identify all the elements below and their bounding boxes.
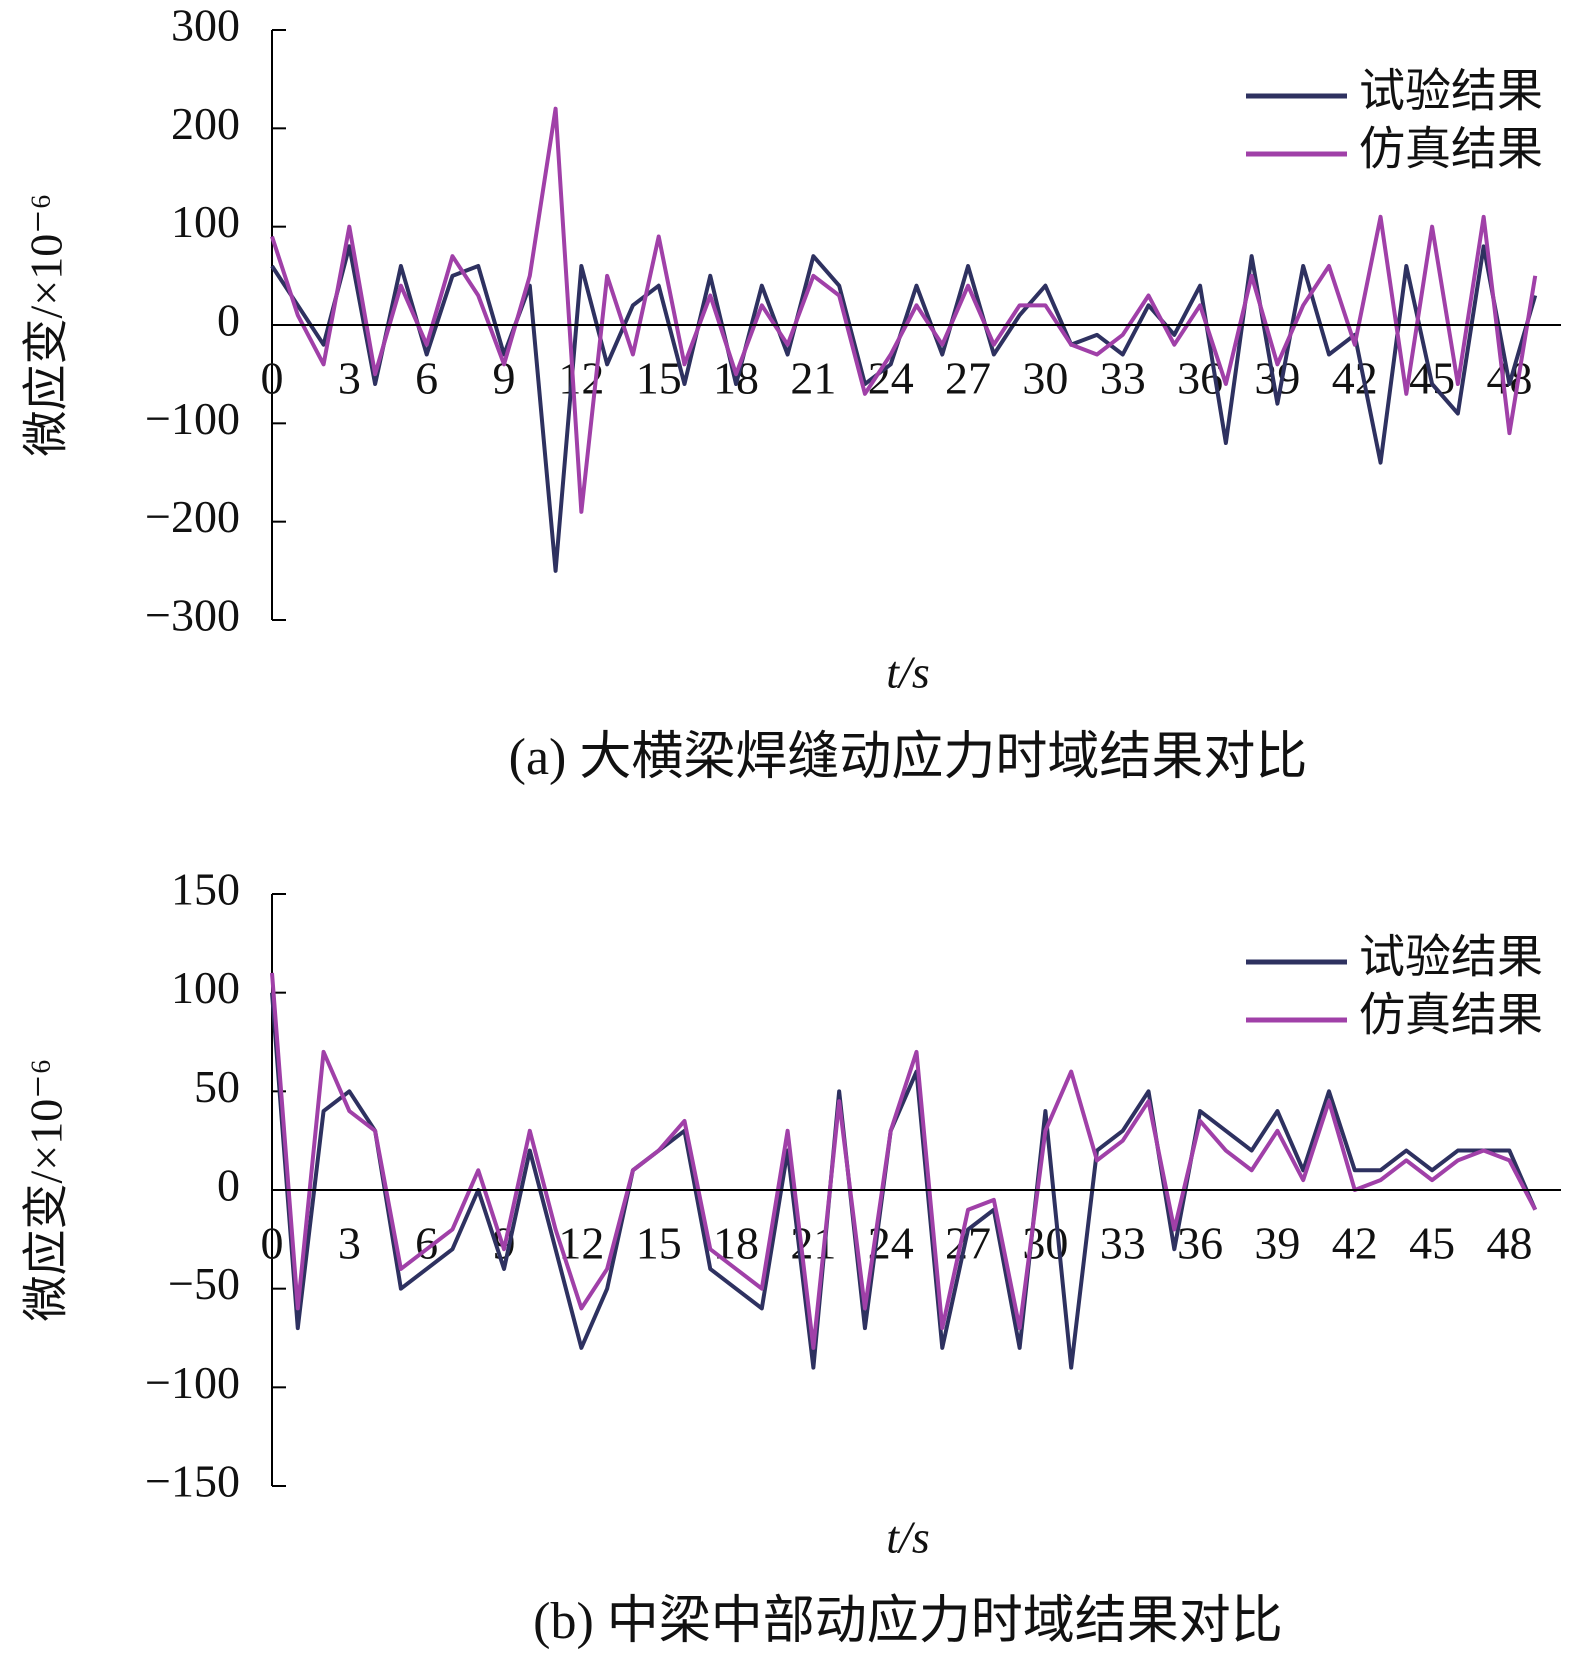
x-tick-label: 42 bbox=[1332, 353, 1378, 404]
x-tick-label: 6 bbox=[415, 353, 438, 404]
x-tick-label: 3 bbox=[338, 353, 361, 404]
data-line bbox=[270, 972, 1537, 1350]
y-axis-label: 微应变/×10⁻⁶ bbox=[21, 193, 72, 456]
x-tick-label: 27 bbox=[945, 1218, 991, 1269]
x-tick-label: 18 bbox=[713, 1218, 759, 1269]
y-tick-label: 50 bbox=[194, 1061, 240, 1112]
data-line bbox=[270, 992, 1538, 1370]
y-tick-label: 0 bbox=[217, 1160, 240, 1211]
x-tick-label: 42 bbox=[1332, 1218, 1378, 1269]
y-tick-label: −200 bbox=[145, 491, 240, 542]
x-tick-label: 27 bbox=[945, 353, 991, 404]
x-tick-label: 30 bbox=[1022, 353, 1068, 404]
chart-caption: (a) 大横梁焊缝动应力时域结果对比 bbox=[509, 729, 1308, 786]
y-tick-label: −150 bbox=[145, 1456, 240, 1507]
chart-caption: (b) 中梁中部动应力时域结果对比 bbox=[533, 1593, 1283, 1650]
data-line bbox=[270, 244, 1538, 573]
y-tick-label: 100 bbox=[171, 962, 240, 1013]
y-tick-label: 150 bbox=[171, 864, 240, 915]
x-tick-label: 33 bbox=[1100, 353, 1146, 404]
y-axis-label: 微应变/×10⁻⁶ bbox=[21, 1058, 72, 1321]
legend-label: 仿真结果 bbox=[1359, 124, 1543, 175]
legend-label: 仿真结果 bbox=[1359, 990, 1543, 1041]
legend-label: 试验结果 bbox=[1359, 932, 1543, 983]
x-tick-label: 9 bbox=[493, 353, 516, 404]
x-tick-label: 39 bbox=[1254, 1218, 1300, 1269]
x-tick-label: 3 bbox=[338, 1218, 361, 1269]
x-axis-label: t/s bbox=[886, 647, 929, 698]
y-tick-label: 200 bbox=[171, 98, 240, 149]
x-tick-label: 33 bbox=[1100, 1218, 1146, 1269]
x-axis-label: t/s bbox=[886, 1512, 929, 1563]
x-tick-label: 0 bbox=[261, 1218, 284, 1269]
x-tick-label: 48 bbox=[1486, 1218, 1532, 1269]
x-tick-label: 36 bbox=[1177, 1218, 1223, 1269]
x-tick-label: 15 bbox=[636, 1218, 682, 1269]
y-tick-label: 300 bbox=[171, 0, 240, 51]
x-tick-label: 15 bbox=[636, 353, 682, 404]
x-tick-label: 21 bbox=[790, 353, 836, 404]
y-tick-label: −300 bbox=[145, 590, 240, 641]
x-tick-label: 0 bbox=[261, 353, 284, 404]
y-tick-label: −50 bbox=[168, 1258, 240, 1309]
data-line bbox=[270, 106, 1538, 514]
y-tick-label: 100 bbox=[171, 196, 240, 247]
x-tick-label: 45 bbox=[1409, 1218, 1455, 1269]
legend-label: 试验结果 bbox=[1359, 66, 1543, 117]
y-tick-label: 0 bbox=[217, 295, 240, 346]
y-tick-label: −100 bbox=[145, 393, 240, 444]
y-tick-label: −100 bbox=[145, 1357, 240, 1408]
